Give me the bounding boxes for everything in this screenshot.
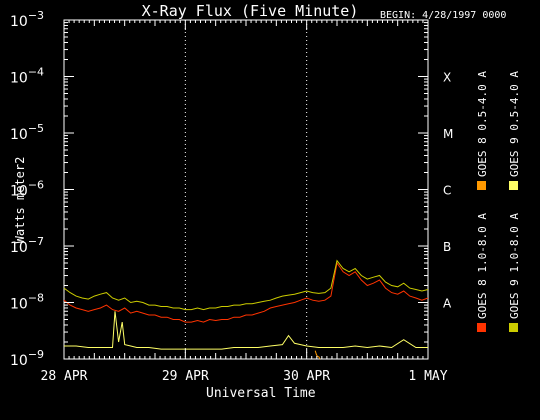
begin-date-label: BEGIN: 4/28/1997 0000 [380, 10, 507, 21]
legend-swatch [477, 323, 486, 332]
chart-title: X-Ray Flux (Five Minute) [141, 2, 359, 20]
series-line [314, 350, 321, 360]
flare-class-label: C [443, 184, 451, 198]
legend-swatch [477, 181, 486, 190]
legend-label: GOES 8 1.0-8.0 A [476, 213, 489, 319]
series-line [64, 311, 428, 350]
legend-swatch [509, 323, 518, 332]
x-tick-label: 1 MAY [408, 369, 447, 384]
x-tick-label: 29 APR [162, 369, 209, 384]
legend-item: GOES 9 0.5-4.0 A [508, 71, 521, 190]
series-line [63, 259, 429, 311]
legend-item: GOES 8 1.0-8.0 A [476, 213, 489, 332]
plot-border [63, 19, 429, 360]
x-tick-label: 28 APR [41, 369, 88, 384]
legend-label: GOES 8 0.5-4.0 A [476, 71, 489, 177]
flare-class-label: X [443, 71, 451, 85]
y-axis-label: Watts meter2 [13, 156, 27, 244]
x-axis-label: Universal Time [206, 386, 316, 401]
legend-item: GOES 9 1.0-8.0 A [508, 213, 521, 332]
x-tick-label: 30 APR [283, 369, 330, 384]
legend-swatch [509, 181, 518, 190]
y-tick-label: 10−5 [10, 122, 44, 143]
flare-class-label: B [443, 240, 451, 254]
data-series [63, 259, 429, 360]
legend-label: GOES 9 0.5-4.0 A [508, 71, 521, 177]
grid-lines [184, 20, 308, 359]
series-line [63, 261, 429, 323]
legend-label: GOES 9 1.0-8.0 A [508, 213, 521, 319]
y-tick-label: 10−8 [10, 292, 44, 313]
y-tick-label: 10−9 [10, 348, 44, 369]
legend-item: GOES 8 0.5-4.0 A [476, 71, 489, 190]
flare-class-label: A [443, 297, 452, 311]
flare-class-label: M [443, 127, 453, 141]
plot-frame [63, 19, 429, 360]
axis-ticks: 10−310−410−510−610−710−810−928 APR 29 APR… [10, 9, 453, 384]
y-tick-label: 10−4 [10, 66, 44, 87]
